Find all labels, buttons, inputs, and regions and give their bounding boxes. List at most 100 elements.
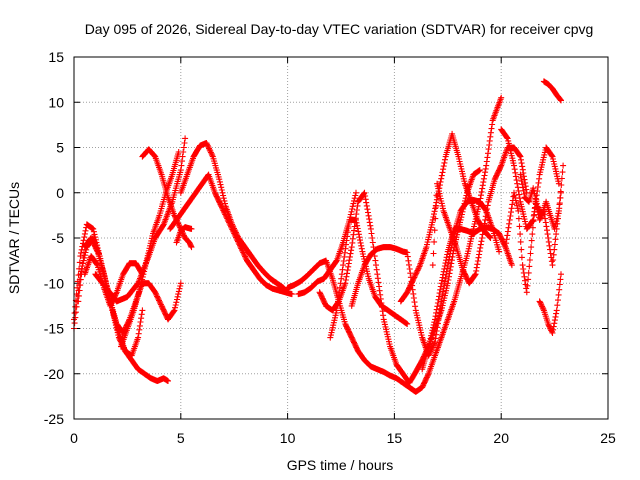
data-point-marker [406, 266, 413, 272]
data-point-marker [411, 273, 418, 279]
data-point-marker [548, 258, 555, 265]
data-point-marker [444, 251, 451, 258]
data-point-marker [508, 205, 515, 212]
data-point-marker [372, 257, 379, 264]
series-track-8 [177, 140, 291, 296]
data-point-marker [425, 343, 432, 350]
data-point-marker [558, 271, 564, 278]
data-point-marker [550, 257, 557, 263]
data-point-marker [433, 196, 440, 203]
data-point-marker [203, 140, 210, 146]
data-point-marker [135, 334, 142, 341]
data-point-marker [337, 280, 344, 287]
data-point-marker [448, 260, 455, 267]
data-point-marker [234, 237, 241, 244]
data-point-marker [440, 163, 447, 170]
data-point-marker [483, 209, 490, 216]
data-point-marker [367, 225, 374, 232]
data-point-marker [433, 331, 440, 338]
data-point-marker [537, 300, 544, 307]
data-point-marker [156, 297, 162, 304]
data-point-marker [519, 163, 526, 170]
data-point-marker [483, 158, 490, 165]
data-point-marker [179, 153, 186, 160]
data-point-marker [430, 250, 437, 257]
data-point-marker [92, 234, 99, 241]
data-point-marker [154, 293, 161, 300]
data-point-marker [442, 260, 449, 267]
data-point-marker [543, 223, 550, 230]
data-point-marker [113, 290, 120, 297]
data-point-marker [410, 295, 417, 301]
data-point-marker [336, 289, 343, 296]
data-point-marker [361, 189, 368, 196]
data-point-marker [518, 246, 525, 253]
data-point-marker [207, 149, 214, 156]
data-point-marker [513, 200, 520, 207]
data-point-marker [140, 271, 147, 278]
data-point-marker [335, 298, 341, 305]
data-point-marker [557, 194, 564, 201]
y-tick-label: -10 [44, 275, 64, 291]
data-point-marker [478, 238, 485, 245]
data-point-marker [363, 199, 370, 206]
data-point-marker [536, 207, 543, 214]
data-point-marker [82, 227, 89, 234]
y-tick-label: 5 [56, 140, 64, 156]
data-point-marker [518, 160, 525, 167]
data-point-marker [428, 330, 435, 336]
data-point-marker [532, 195, 539, 202]
data-point-marker [429, 262, 436, 269]
data-point-marker [222, 212, 229, 219]
data-point-marker [434, 300, 441, 306]
data-point-marker [487, 235, 494, 241]
y-tick-label: -25 [44, 411, 64, 427]
data-point-marker [137, 284, 144, 291]
data-point-marker [347, 211, 354, 218]
data-point-marker [430, 341, 437, 348]
data-point-marker [218, 203, 225, 210]
data-point-marker [208, 150, 215, 157]
data-point-marker [553, 218, 560, 225]
data-point-marker [534, 203, 541, 210]
data-point-marker [484, 154, 491, 161]
data-point-marker [448, 257, 455, 264]
data-point-marker [75, 292, 82, 299]
data-point-marker [529, 224, 536, 231]
data-point-marker [182, 135, 189, 142]
data-point-marker [545, 238, 552, 245]
data-point-marker [231, 230, 238, 237]
series-track-18 [397, 130, 494, 305]
data-point-marker [181, 140, 188, 146]
data-point-marker [551, 320, 558, 327]
data-point-marker [549, 330, 556, 336]
data-point-marker [347, 214, 354, 221]
series-track-13 [327, 216, 411, 341]
data-point-marker [369, 235, 376, 241]
data-point-marker [515, 215, 522, 222]
data-point-marker [404, 253, 411, 260]
data-point-marker [219, 189, 226, 196]
data-point-marker [481, 172, 488, 179]
data-point-marker [153, 292, 160, 298]
data-point-marker [81, 249, 87, 256]
data-point-marker [232, 233, 239, 240]
data-point-marker [142, 263, 149, 270]
data-point-marker [172, 304, 178, 311]
data-point-marker [442, 275, 449, 282]
data-point-marker [480, 175, 487, 182]
data-point-marker [238, 246, 245, 253]
data-point-marker [348, 244, 355, 251]
data-point-marker [439, 169, 446, 176]
data-point-marker [431, 340, 438, 347]
data-point-marker [209, 152, 216, 159]
data-point-marker [154, 294, 161, 301]
data-point-marker [348, 208, 355, 215]
data-point-marker [350, 231, 357, 238]
data-point-marker [406, 261, 412, 268]
data-point-marker [546, 242, 553, 249]
data-point-marker [441, 263, 448, 269]
data-point-marker [545, 235, 552, 241]
data-point-marker [346, 257, 353, 264]
data-point-marker [206, 145, 212, 152]
